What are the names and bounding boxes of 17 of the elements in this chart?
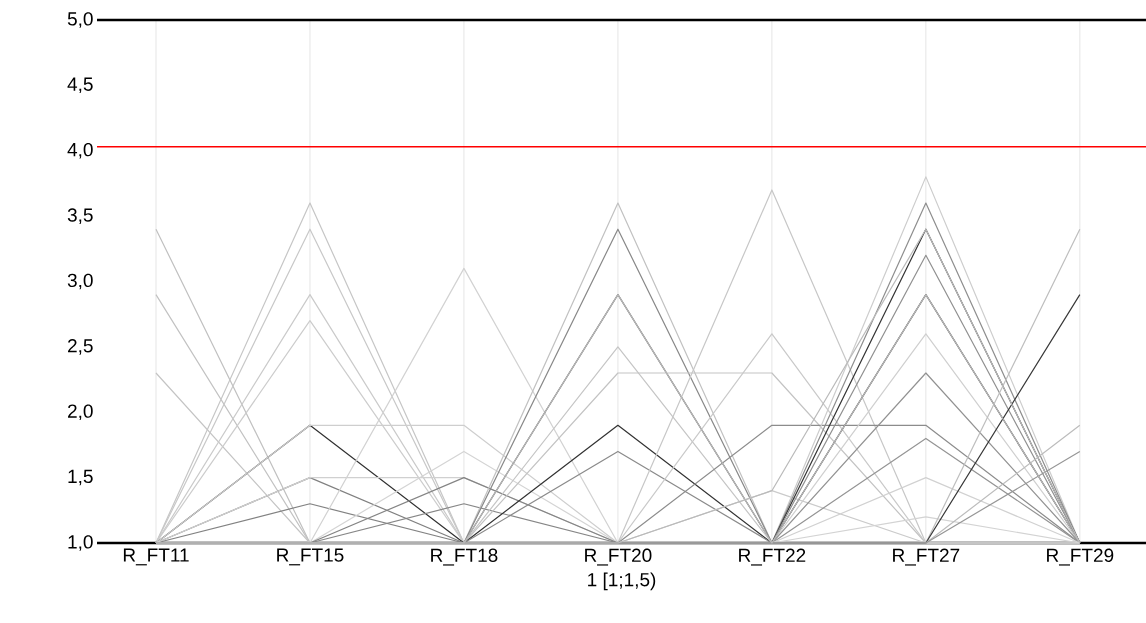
y-tick-label: 1,0 [68,535,93,551]
y-tick-label: 5,0 [67,12,93,28]
y-tick-label: 3,5 [67,208,93,224]
y-tick-label: 4,5 [67,77,93,94]
x-tick-label: R_FT22 [739,548,806,566]
x-axis-title: 1 [1;1,5) [588,572,656,591]
y-tick-label: 2,0 [68,404,93,421]
y-tick-label: 1,5 [68,469,93,486]
y-tick-label: 3,0 [67,273,93,290]
x-tick-label: R_FT27 [893,548,960,566]
x-tick-label: R_FT20 [585,548,652,566]
x-tick-label: R_FT11 [123,548,189,566]
y-tick-label: 2,5 [68,339,93,355]
x-tick-label: R_FT15 [277,548,344,566]
x-tick-label: R_FT29 [1047,548,1114,566]
x-tick-label: R_FT18 [431,548,498,566]
y-tick-label: 4,0 [67,142,93,159]
